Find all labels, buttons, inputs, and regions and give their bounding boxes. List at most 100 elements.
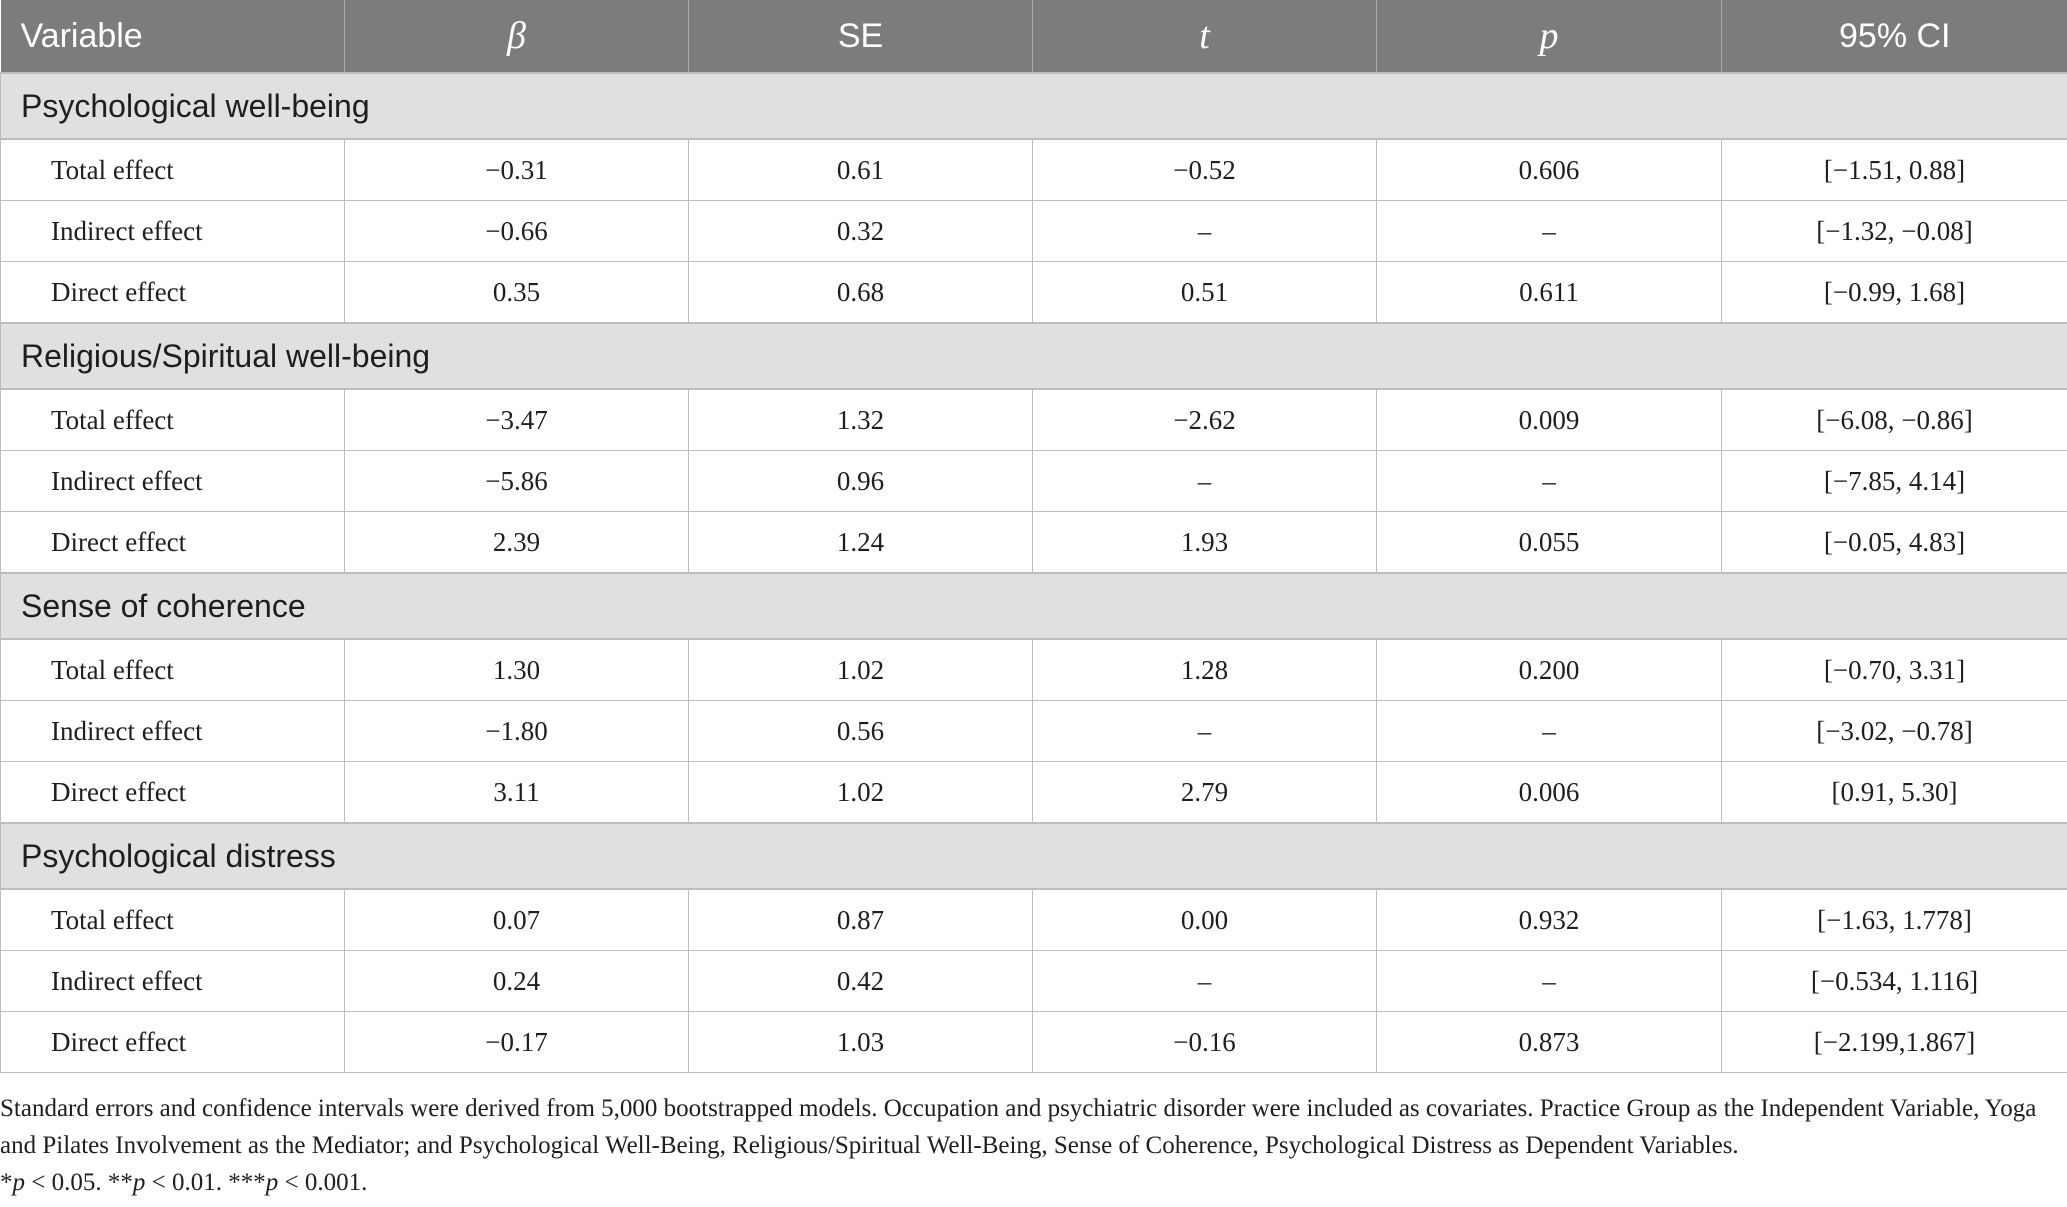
cell-p: 0.606 <box>1376 138 1722 201</box>
cell-se: 0.42 <box>688 950 1033 1012</box>
cell-beta: 2.39 <box>344 511 689 574</box>
table-row: Total effect 0.07 0.87 0.00 0.932 [−1.63, 1.7… <box>0 888 2067 951</box>
table-row: Direct effect −0.17 1.03 −0.16 0.873 [−2.199,… <box>0 1011 2067 1073</box>
cell-p: 0.873 <box>1376 1011 1722 1073</box>
sig-part: < 0.001. <box>278 1169 368 1196</box>
header-ci: 95% CI <box>1721 0 2067 73</box>
cell-t: – <box>1032 950 1377 1012</box>
cell-variable: Total effect <box>0 138 345 201</box>
group-row: Psychological well-being <box>0 72 2067 140</box>
cell-variable: Total effect <box>0 388 345 451</box>
cell-se: 1.32 <box>688 388 1033 451</box>
group-row: Sense of coherence <box>0 572 2067 640</box>
results-table: Variable β SE t p 95% CI Psychological w… <box>0 0 2067 1073</box>
group-title: Psychological distress <box>0 822 2067 890</box>
cell-t: −0.16 <box>1032 1011 1377 1073</box>
cell-p: – <box>1376 700 1722 762</box>
cell-beta: −0.31 <box>344 138 689 201</box>
header-se: SE <box>688 0 1033 73</box>
cell-se: 0.61 <box>688 138 1033 201</box>
cell-se: 0.56 <box>688 700 1033 762</box>
cell-ci: [−3.02, −0.78] <box>1721 700 2067 762</box>
cell-variable: Direct effect <box>0 761 345 824</box>
cell-ci: [−1.63, 1.778] <box>1721 888 2067 951</box>
notes-text: Standard errors and confidence intervals… <box>0 1095 2037 1159</box>
cell-se: 1.03 <box>688 1011 1033 1073</box>
cell-ci: [−0.534, 1.116] <box>1721 950 2067 1012</box>
cell-beta: 0.24 <box>344 950 689 1012</box>
cell-ci: [−0.70, 3.31] <box>1721 638 2067 701</box>
cell-se: 0.32 <box>688 200 1033 262</box>
table-row: Total effect −3.47 1.32 −2.62 0.009 [−6.08, −… <box>0 388 2067 451</box>
cell-p: – <box>1376 950 1722 1012</box>
cell-beta: 3.11 <box>344 761 689 824</box>
table-row: Total effect −0.31 0.61 −0.52 0.606 [−1.51, 0… <box>0 138 2067 201</box>
table-row: Total effect 1.30 1.02 1.28 0.200 [−0.70, 3.3… <box>0 638 2067 701</box>
cell-p: – <box>1376 200 1722 262</box>
cell-t: 2.79 <box>1032 761 1377 824</box>
cell-variable: Total effect <box>0 638 345 701</box>
table-row: Indirect effect −0.66 0.32– – [−1.32, −0.08] <box>0 200 2067 262</box>
cell-variable: Direct effect <box>0 261 345 324</box>
cell-t: 1.28 <box>1032 638 1377 701</box>
sig-part: * <box>0 1169 13 1196</box>
cell-se: 1.02 <box>688 761 1033 824</box>
table-notes: Standard errors and confidence intervals… <box>0 1090 2060 1201</box>
cell-t: 0.00 <box>1032 888 1377 951</box>
table-row: Direct effect 3.11 1.02 2.79 0.006 [0.91, 5.3… <box>0 761 2067 824</box>
cell-p: 0.055 <box>1376 511 1722 574</box>
cell-t: – <box>1032 450 1377 512</box>
cell-beta: 0.07 <box>344 888 689 951</box>
significance-note: *p < 0.05. **p < 0.01. ***p < 0.001. <box>0 1164 2060 1201</box>
table-row: Indirect effect 0.24 0.42– – [−0.534, 1.116] <box>0 950 2067 1012</box>
group-row: Religious/Spiritual well-being <box>0 322 2067 390</box>
cell-ci: [−7.85, 4.14] <box>1721 450 2067 512</box>
header-p: p <box>1376 0 1722 73</box>
cell-beta: 0.35 <box>344 261 689 324</box>
sig-part: p <box>12 1169 26 1196</box>
cell-p: 0.611 <box>1376 261 1722 324</box>
cell-variable: Direct effect <box>0 1011 345 1073</box>
cell-beta: −0.66 <box>344 200 689 262</box>
cell-p: 0.200 <box>1376 638 1722 701</box>
cell-variable: Indirect effect <box>0 700 345 762</box>
sig-part: p <box>265 1169 279 1196</box>
sig-part: < 0.01. *** <box>145 1169 266 1196</box>
sig-part: < 0.05. ** <box>25 1169 133 1196</box>
group-title: Psychological well-being <box>0 72 2067 140</box>
group-title: Sense of coherence <box>0 572 2067 640</box>
cell-ci: [−6.08, −0.86] <box>1721 388 2067 451</box>
header-beta: β <box>344 0 689 73</box>
group-title: Religious/Spiritual well-being <box>0 322 2067 390</box>
cell-t: −0.52 <box>1032 138 1377 201</box>
cell-variable: Direct effect <box>0 511 345 574</box>
table-row: Indirect effect −1.80 0.56– – [−3.02, −0.78] <box>0 700 2067 762</box>
table-row: Indirect effect −5.86 0.96– – [−7.85, 4.14] <box>0 450 2067 512</box>
cell-ci: [0.91, 5.30] <box>1721 761 2067 824</box>
cell-variable: Indirect effect <box>0 200 345 262</box>
cell-variable: Indirect effect <box>0 450 345 512</box>
cell-ci: [−2.199,1.867] <box>1721 1011 2067 1073</box>
header-row: Variable β SE t p 95% CI <box>0 0 2067 73</box>
cell-se: 0.68 <box>688 261 1033 324</box>
cell-ci: [−0.05, 4.83] <box>1721 511 2067 574</box>
cell-beta: −1.80 <box>344 700 689 762</box>
cell-t: 1.93 <box>1032 511 1377 574</box>
cell-p: 0.006 <box>1376 761 1722 824</box>
cell-se: 0.96 <box>688 450 1033 512</box>
table-row: Direct effect 2.39 1.24 1.93 0.055 [−0.05, 4.… <box>0 511 2067 574</box>
cell-variable: Indirect effect <box>0 950 345 1012</box>
cell-se: 1.02 <box>688 638 1033 701</box>
cell-se: 0.87 <box>688 888 1033 951</box>
header-t: t <box>1032 0 1377 73</box>
table-row: Direct effect 0.35 0.68 0.51 0.611 [−0.99, 1.… <box>0 261 2067 324</box>
cell-beta: 1.30 <box>344 638 689 701</box>
cell-ci: [−1.51, 0.88] <box>1721 138 2067 201</box>
cell-p: 0.009 <box>1376 388 1722 451</box>
cell-p: – <box>1376 450 1722 512</box>
cell-beta: −0.17 <box>344 1011 689 1073</box>
table-header: Variable β SE t p 95% CI <box>0 0 2067 73</box>
cell-p: 0.932 <box>1376 888 1722 951</box>
cell-ci: [−0.99, 1.68] <box>1721 261 2067 324</box>
group-row: Psychological distress <box>0 822 2067 890</box>
